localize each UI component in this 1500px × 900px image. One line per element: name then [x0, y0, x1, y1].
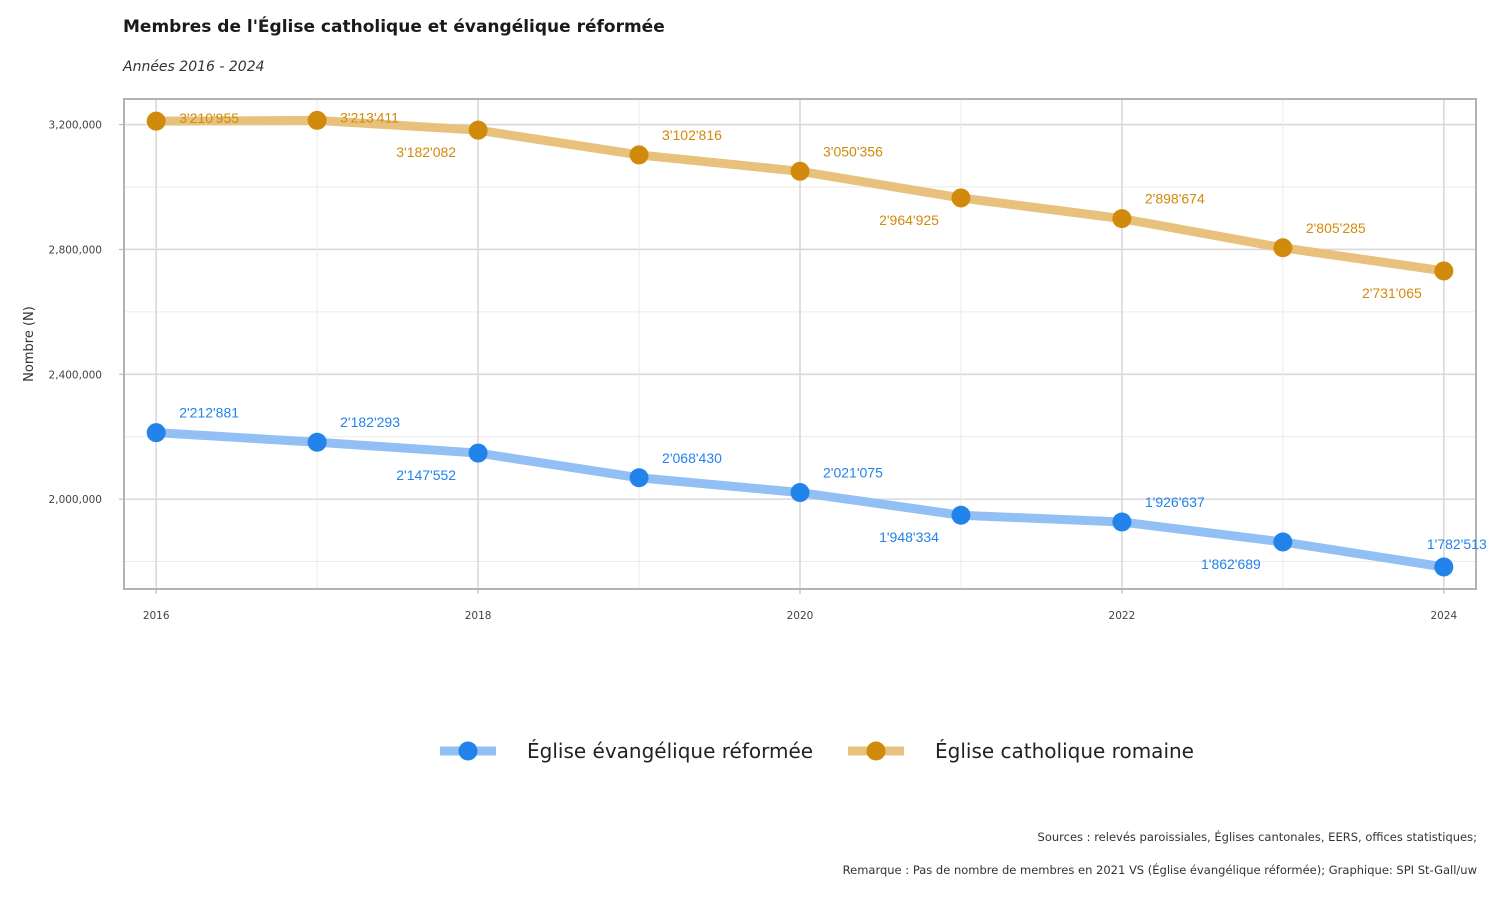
remark-note: Remarque : Pas de nombre de membres en 2… — [842, 863, 1477, 877]
data-point — [951, 505, 971, 525]
chart-subtitle: Années 2016 - 2024 — [123, 59, 265, 75]
data-point — [1434, 261, 1454, 281]
grid-lines — [124, 99, 1476, 589]
data-point — [307, 432, 327, 452]
legend: Église évangélique réformée Église cathol… — [440, 739, 1194, 763]
data-label: 3'050'356 — [823, 143, 883, 159]
x-tick-label: 2020 — [787, 610, 814, 622]
y-axis-label: Nombre (N) — [22, 306, 37, 382]
data-label: 2'068'430 — [662, 450, 722, 466]
data-point — [1273, 238, 1293, 258]
sources-note: Sources : relevés paroissiales, Églises … — [1037, 830, 1477, 844]
data-point — [951, 188, 971, 208]
data-label: 2'147'552 — [396, 467, 456, 483]
data-point — [1112, 209, 1132, 229]
legend-label: Église évangélique réformée — [527, 739, 813, 763]
data-point — [1434, 557, 1454, 577]
y-tick-label: 2,800,000 — [49, 244, 102, 256]
data-label: 3'213'411 — [340, 109, 399, 125]
data-point — [307, 110, 327, 130]
data-label: 2'182'293 — [340, 414, 400, 430]
data-label: 1'926'637 — [1145, 494, 1205, 510]
data-point — [146, 423, 166, 443]
x-tick-label: 2022 — [1109, 610, 1136, 622]
data-label: 1'862'689 — [1201, 556, 1261, 572]
data-point — [1112, 512, 1132, 532]
y-tick-label: 3,200,000 — [49, 120, 102, 132]
data-point — [1273, 532, 1293, 552]
data-label: 1'782'513 — [1427, 536, 1487, 552]
data-point — [146, 111, 166, 131]
x-tick-label: 2024 — [1430, 610, 1457, 622]
data-point — [629, 468, 649, 488]
data-label: 1'948'334 — [879, 529, 939, 545]
y-tick-label: 2,000,000 — [49, 494, 102, 506]
data-label: 3'102'816 — [662, 127, 722, 143]
y-tick-label: 2,400,000 — [49, 369, 102, 381]
x-tick-label: 2018 — [465, 610, 492, 622]
data-point — [629, 145, 649, 165]
data-label: 2'964'925 — [879, 212, 939, 228]
data-label: 3'182'082 — [396, 144, 456, 160]
axes: 2,000,000 2,400,000 2,800,000 3,200,000 2016… — [49, 120, 1458, 622]
data-label: 2'731'065 — [1362, 285, 1422, 301]
data-point — [790, 483, 810, 503]
legend-label: Église catholique romaine — [935, 739, 1194, 763]
legend-marker — [866, 741, 886, 761]
data-label: 2'021'075 — [823, 465, 883, 481]
chart-title: Membres de l'Église catholique et évangé… — [123, 17, 665, 37]
data-label: 2'898'674 — [1145, 191, 1205, 207]
data-point — [468, 120, 488, 140]
legend-marker — [458, 741, 478, 761]
data-label: 3'210'955 — [179, 110, 239, 126]
x-tick-label: 2016 — [143, 610, 170, 622]
data-label: 2'805'285 — [1306, 220, 1366, 236]
data-point — [790, 161, 810, 181]
data-label: 2'212'881 — [179, 405, 239, 421]
series: 2'212'881 2'182'293 2'147'552 2'068'430 2'02… — [146, 109, 1487, 577]
data-point — [468, 443, 488, 463]
